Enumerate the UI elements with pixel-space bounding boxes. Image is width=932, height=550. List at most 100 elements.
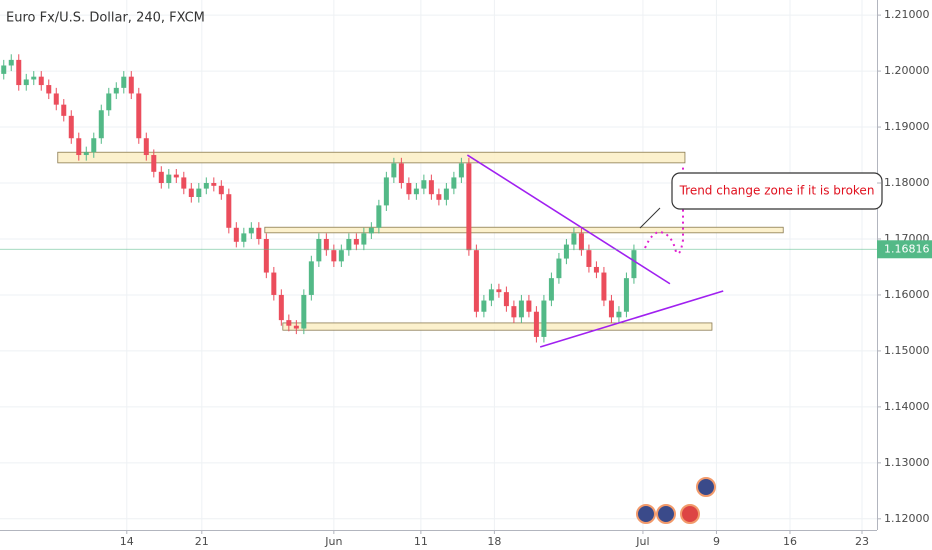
candle-body: [293, 325, 299, 329]
candle-body: [211, 183, 217, 186]
y-tick-label: 1.18000: [884, 176, 930, 189]
x-tick-label: 14: [120, 535, 134, 548]
candle-body: [556, 258, 562, 279]
candle-body: [316, 238, 322, 262]
candle-body: [143, 138, 149, 156]
candle-body: [541, 300, 547, 337]
candle-body: [496, 289, 502, 293]
callout-pointer: [639, 207, 661, 229]
candle-body: [8, 59, 14, 66]
candle-body: [16, 59, 22, 86]
candle-body: [421, 180, 427, 189]
candle-body: [166, 174, 172, 184]
candle-body: [413, 188, 419, 195]
zone: [264, 226, 784, 234]
candle-body: [526, 300, 532, 312]
trendline: [539, 290, 724, 348]
candle-body: [113, 87, 119, 94]
callout-box: [671, 172, 883, 210]
candle-body: [241, 233, 247, 242]
x-tick-label: 18: [487, 535, 501, 548]
candle-body: [578, 233, 584, 251]
candle-body: [608, 300, 614, 318]
candle-body: [173, 174, 179, 178]
candle-body: [53, 93, 59, 105]
y-tick-label: 1.14000: [884, 400, 930, 413]
candle-body: [23, 79, 29, 86]
candle-body: [383, 177, 389, 206]
annotation: Trend change zone if it is broken: [679, 184, 875, 198]
candle-body: [398, 163, 404, 184]
candle-body: [533, 311, 539, 337]
candle-body: [481, 300, 487, 312]
candle-body: [203, 183, 209, 189]
candle-body: [233, 227, 239, 242]
candle-body: [31, 76, 37, 80]
candle-body: [323, 238, 329, 251]
candle-body: [218, 185, 224, 195]
candle-body: [196, 188, 202, 198]
candle-body: [256, 227, 262, 239]
candle-body: [158, 171, 164, 184]
candle-body: [571, 233, 577, 245]
y-tick-label: 1.13000: [884, 456, 930, 469]
zone: [282, 322, 713, 331]
chart-title: Euro Fx/U.S. Dollar, 240, FXCM: [6, 11, 205, 26]
candle-body: [91, 138, 97, 153]
candle-body: [586, 250, 592, 267]
candle-body: [76, 138, 82, 156]
candle-body: [616, 311, 622, 318]
candle-body: [83, 152, 89, 156]
candle-body: [473, 250, 479, 312]
candle-body: [38, 76, 44, 86]
candle-body: [631, 250, 637, 279]
candle-body: [188, 188, 194, 198]
drawings: [57, 151, 784, 331]
candle-body: [593, 266, 599, 273]
projection-path: [644, 165, 684, 255]
candle-body: [458, 163, 464, 178]
candle-body: [331, 250, 337, 262]
last-price-label: 1.16816: [884, 242, 930, 255]
y-tick-label: 1.19000: [884, 120, 930, 133]
candle-body: [346, 238, 352, 251]
candle-body: [451, 177, 457, 189]
candle-body: [278, 294, 284, 321]
candles: [1, 54, 637, 343]
x-tick-label: 11: [414, 535, 428, 548]
candle-body: [61, 104, 67, 116]
x-tick-label: Jul: [635, 535, 649, 548]
y-tick-label: 1.12000: [884, 512, 930, 525]
candle-body: [376, 205, 382, 228]
event-icons: [636, 477, 716, 524]
candle-body: [361, 233, 367, 245]
candle-body: [601, 272, 607, 301]
trendline: [466, 154, 671, 285]
y-tick-label: 1.21000: [884, 8, 930, 21]
candle-body: [68, 115, 74, 139]
candle-body: [338, 250, 344, 262]
candle-body: [151, 155, 157, 172]
candle-body: [428, 180, 434, 195]
candle-body: [466, 163, 472, 251]
candle-body: [301, 294, 307, 329]
candle-body: [46, 85, 52, 94]
candle-body: [503, 292, 509, 307]
candle-body: [406, 183, 412, 195]
candle-body: [286, 320, 292, 326]
candle-body: [128, 76, 134, 94]
candle-body: [271, 272, 277, 295]
last-price-box: [877, 240, 932, 259]
candle-body: [518, 300, 524, 318]
candle-body: [511, 306, 517, 318]
candle-body: [226, 194, 232, 228]
candle-body: [98, 110, 104, 139]
x-tick-label: 23: [855, 535, 869, 548]
candle-body: [548, 278, 554, 301]
y-tick-label: 1.20000: [884, 64, 930, 77]
candle-body: [308, 261, 314, 295]
x-tick-label: 9: [713, 535, 720, 548]
candle-body: [181, 177, 187, 189]
